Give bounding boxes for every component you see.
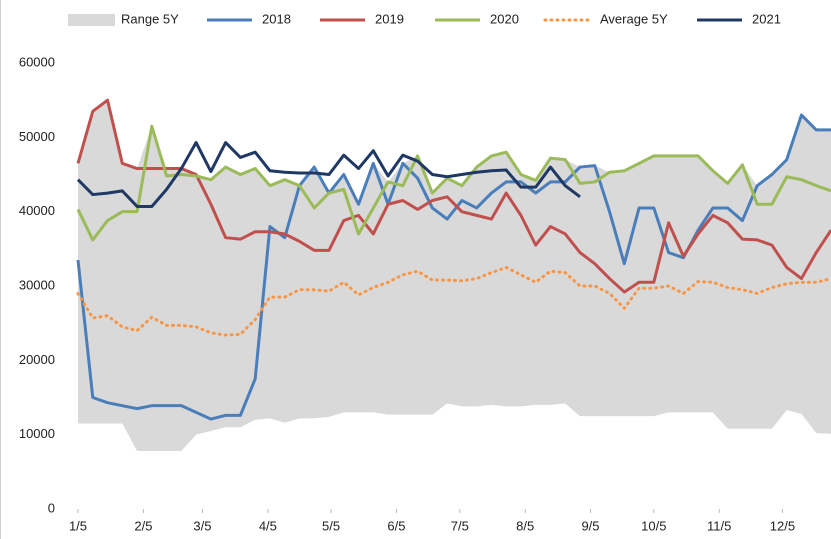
- x-tick-label: 6/5: [387, 518, 405, 533]
- x-tick-label: 8/5: [516, 518, 534, 533]
- y-tick-label: 50000: [19, 129, 55, 144]
- y-tick-label: 10000: [19, 426, 55, 441]
- series-line: [76, 113, 831, 421]
- legend-label: 2021: [752, 11, 781, 26]
- legend-label: Average 5Y: [600, 11, 668, 26]
- series-line: [76, 124, 831, 242]
- x-tick-label: 12/5: [770, 518, 795, 533]
- y-tick-label: 40000: [19, 203, 55, 218]
- x-tick-label: 4/5: [259, 518, 277, 533]
- legend-label: Range 5Y: [121, 11, 179, 26]
- x-tick-label: 9/5: [581, 518, 599, 533]
- x-tick-label: 7/5: [451, 518, 469, 533]
- series-line: [76, 98, 831, 294]
- legend-label: 2019: [375, 11, 404, 26]
- legend-label: 2020: [490, 11, 519, 26]
- x-tick-label: 1/5: [69, 518, 87, 533]
- legend-label: 2018: [262, 11, 291, 26]
- y-tick-label: 30000: [19, 277, 55, 292]
- y-tick-label: 60000: [19, 54, 55, 69]
- y-tick-label: 0: [48, 500, 55, 515]
- y-tick-label: 20000: [19, 352, 55, 367]
- x-tick-label: 3/5: [193, 518, 211, 533]
- x-tick-label: 10/5: [641, 518, 666, 533]
- legend-swatch: [68, 14, 115, 26]
- series-line: [76, 265, 831, 337]
- series-line: [76, 141, 581, 208]
- x-tick-label: 2/5: [134, 518, 152, 533]
- x-tick-label: 5/5: [322, 518, 340, 533]
- x-tick-label: 11/5: [707, 518, 731, 533]
- range-area: [78, 100, 831, 452]
